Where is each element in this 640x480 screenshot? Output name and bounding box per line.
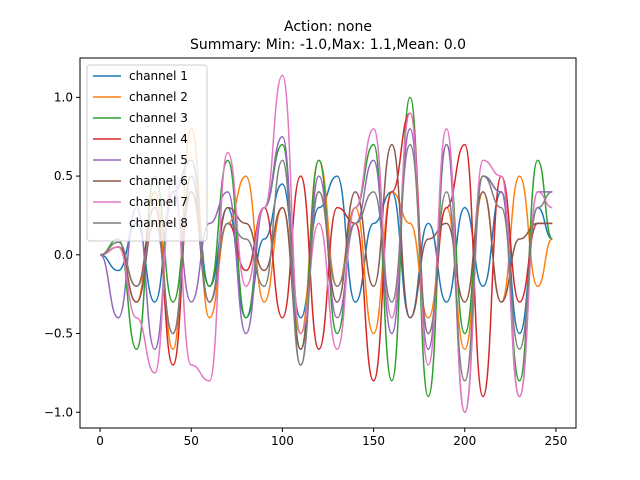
- legend: channel 1 channel 2 channel 3 channel 4 chan…: [86, 64, 208, 242]
- y-tick-label: −0.5: [44, 327, 73, 341]
- x-tick-label: 250: [544, 434, 567, 448]
- axis-ticks: 0 50 100 150 200 250 −1.0 −0.5 0.0 0.5 1.0: [44, 90, 568, 448]
- chart-subtitle: Summary: Min: -1.0,Max: 1.1,Mean: 0.0: [190, 37, 466, 53]
- legend-label-2: channel 2: [129, 90, 188, 104]
- chart-title: Action: none: [284, 19, 372, 35]
- y-tick-label: 0.0: [54, 248, 73, 262]
- legend-label-5: channel 5: [129, 153, 188, 167]
- legend-label-3: channel 3: [129, 111, 188, 125]
- legend-label-8: channel 8: [129, 216, 188, 230]
- legend-label-1: channel 1: [129, 69, 188, 83]
- y-tick-label: −1.0: [44, 405, 73, 419]
- legend-box: [86, 64, 208, 242]
- legend-label-6: channel 6: [129, 174, 188, 188]
- x-tick-label: 0: [96, 434, 104, 448]
- x-tick-label: 150: [362, 434, 385, 448]
- y-tick-label: 1.0: [54, 90, 73, 104]
- legend-label-7: channel 7: [129, 195, 188, 209]
- x-tick-label: 200: [453, 434, 476, 448]
- axes-frame: [79, 57, 577, 429]
- x-tick-label: 50: [184, 434, 199, 448]
- legend-label-4: channel 4: [129, 132, 188, 146]
- y-tick-label: 0.5: [54, 169, 73, 183]
- x-tick-label: 100: [271, 434, 294, 448]
